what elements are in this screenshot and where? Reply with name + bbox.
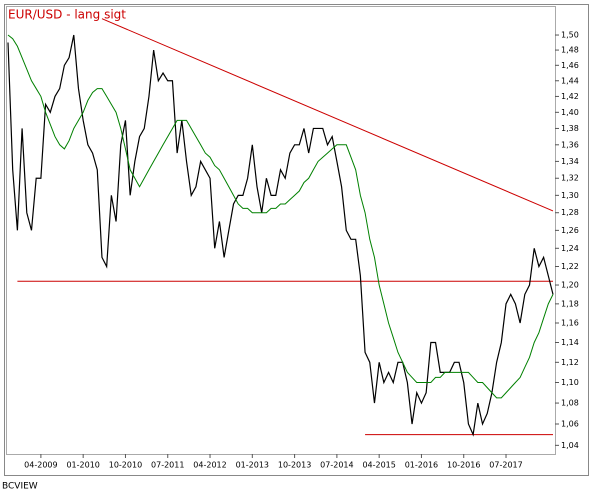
series-line	[7, 34, 554, 437]
y-tick-label: 1,50	[561, 31, 579, 40]
chart-frame	[4, 4, 589, 476]
y-tick-label: 1,06	[561, 420, 579, 429]
y-tick-label: 1,36	[561, 140, 579, 149]
y-tick-label: 1,32	[561, 174, 579, 183]
y-tick-label: 1,16	[561, 319, 579, 328]
y-tick-label: 1,40	[561, 108, 579, 117]
y-tick-label: 1,22	[561, 262, 579, 271]
x-tick-label: 04-2009	[24, 461, 57, 470]
y-tick-label: 1,42	[561, 92, 579, 101]
y-tick-label: 1,14	[561, 338, 579, 347]
x-tick-label: 10-2016	[447, 461, 480, 470]
y-tick-label: 1,28	[561, 208, 579, 217]
x-tick-label: 10-2010	[109, 461, 142, 470]
x-tick-label: 01-2013	[236, 461, 269, 470]
y-tick-label: 1,44	[561, 76, 579, 85]
y-tick-label: 1,18	[561, 299, 579, 308]
x-tick-label: 10-2013	[278, 461, 311, 470]
y-tick-label: 1,10	[561, 378, 579, 387]
y-tick-label: 1,48	[561, 46, 579, 55]
x-tick-label: 07-2017	[489, 461, 522, 470]
series-line	[7, 34, 554, 399]
y-tick-label: 1,20	[561, 281, 579, 290]
y-tick-label: 1,04	[561, 441, 579, 450]
x-tick-label: 01-2010	[66, 461, 99, 470]
x-tick-label: 04-2012	[193, 461, 226, 470]
source-label: BCVIEW	[2, 482, 38, 492]
reference-line	[101, 18, 554, 212]
y-tick-label: 1,34	[561, 157, 579, 166]
y-tick-label: 1,30	[561, 191, 579, 200]
y-tick-label: 1,08	[561, 399, 579, 408]
x-tick-label: 07-2014	[320, 461, 353, 470]
y-tick-label: 1,12	[561, 358, 579, 367]
x-tick-label: 07-2011	[151, 461, 184, 470]
y-tick-label: 1,24	[561, 244, 579, 253]
x-tick-label: 04-2015	[362, 461, 395, 470]
y-tick-label: 1,46	[561, 61, 579, 70]
y-tick-label: 1,38	[561, 124, 579, 133]
chart-title: EUR/USD - lang sigt	[8, 8, 126, 22]
x-tick-label: 01-2016	[405, 461, 438, 470]
y-tick-label: 1,26	[561, 226, 579, 235]
